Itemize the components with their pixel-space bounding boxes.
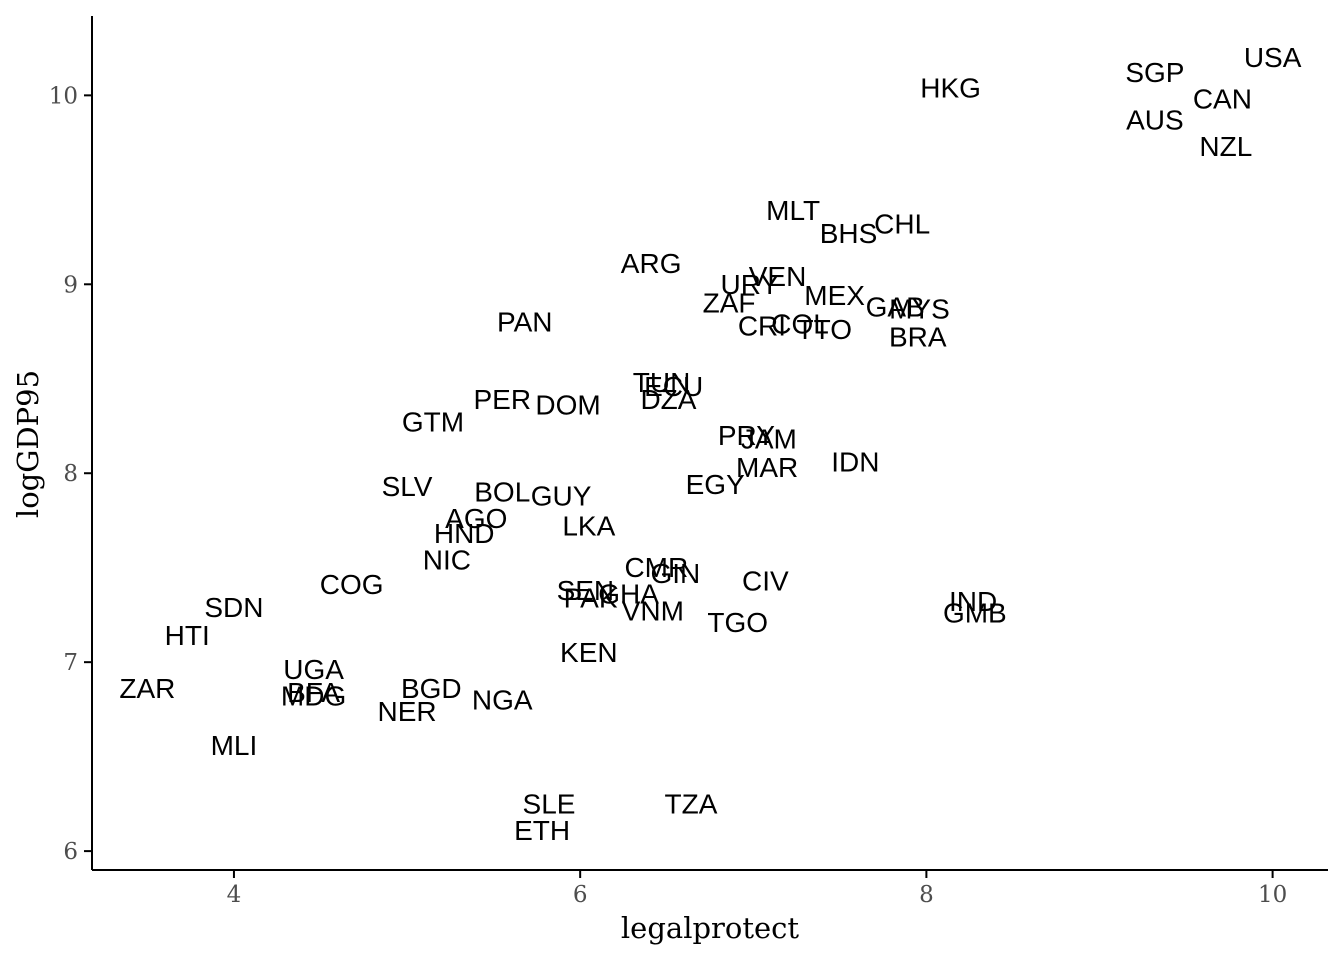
point-label-vnm: VNM: [622, 596, 684, 627]
point-label-hti: HTI: [165, 620, 210, 651]
point-label-uga: UGA: [283, 654, 344, 685]
point-label-per: PER: [473, 384, 531, 415]
point-label-ecu: ECU: [644, 371, 703, 402]
point-label-pry: PRY: [718, 420, 775, 451]
point-label-mli: MLI: [211, 730, 258, 761]
x-tick-label: 10: [1258, 882, 1287, 908]
y-axis-title: logGDP95: [11, 370, 45, 518]
point-label-cmr: CMR: [624, 552, 688, 583]
point-label-mdg: MDG: [281, 681, 346, 712]
point-label-sdn: SDN: [204, 592, 263, 623]
axes-layer: [91, 16, 1328, 871]
point-label-dza: DZA: [640, 384, 696, 415]
point-label-zaf: ZAF: [703, 288, 756, 319]
point-label-tgo: TGO: [707, 607, 768, 638]
point-label-mlt: MLT: [766, 195, 820, 226]
point-label-slv: SLV: [382, 471, 433, 502]
point-label-mex: MEX: [804, 280, 865, 311]
point-label-nic: NIC: [423, 545, 471, 576]
point-label-bgd: BGD: [401, 673, 462, 704]
point-label-pak: PAK: [564, 582, 618, 613]
point-label-gtm: GTM: [402, 407, 464, 438]
x-tick-label: 6: [573, 882, 588, 908]
y-tick-label: 10: [49, 83, 78, 109]
point-label-can: CAN: [1193, 84, 1252, 115]
point-label-mys: MYS: [889, 293, 950, 324]
point-label-tto: TTO: [797, 314, 852, 345]
point-label-cog: COG: [320, 569, 384, 600]
y-tick-label: 6: [63, 839, 78, 865]
point-label-sle: SLE: [523, 788, 576, 819]
point-label-usa: USA: [1244, 42, 1302, 73]
y-tick-label: 9: [63, 272, 78, 298]
point-label-hkg: HKG: [920, 72, 981, 103]
y-tick-label: 8: [63, 461, 78, 487]
x-tick-label: 8: [919, 882, 934, 908]
point-label-ury: URY: [721, 269, 780, 300]
point-label-tun: TUN: [633, 367, 691, 398]
point-label-bfa: BFA: [287, 677, 340, 708]
point-label-chl: CHL: [874, 208, 930, 239]
point-label-ago: AGO: [445, 503, 507, 534]
point-label-civ: CIV: [742, 565, 789, 596]
point-label-gab: GAB: [866, 291, 925, 322]
point-label-bhs: BHS: [820, 218, 878, 249]
point-label-col: COL: [771, 308, 829, 339]
point-label-tza: TZA: [665, 788, 718, 819]
y-ticks-layer: 6 7 8 9 10: [49, 83, 92, 865]
point-label-hnd: HND: [434, 518, 495, 549]
point-label-aus: AUS: [1126, 104, 1184, 135]
point-label-ken: KEN: [560, 637, 618, 668]
x-ticks-layer: 4 6 8 10: [227, 870, 1287, 908]
point-label-dom: DOM: [535, 390, 600, 421]
point-label-gin: GIN: [650, 558, 700, 589]
point-label-idn: IDN: [831, 446, 879, 477]
point-label-bra: BRA: [889, 322, 947, 353]
point-label-ven: VEN: [749, 261, 807, 292]
x-axis-title: legalprotect: [621, 911, 800, 945]
point-label-gmb: GMB: [943, 598, 1007, 629]
point-label-jam: JAM: [741, 424, 797, 455]
point-label-pan: PAN: [497, 307, 553, 338]
point-label-eth: ETH: [514, 815, 570, 846]
point-label-arg: ARG: [621, 248, 682, 279]
point-label-nzl: NZL: [1199, 131, 1252, 162]
y-tick-label: 7: [63, 650, 78, 676]
point-label-nga: NGA: [472, 684, 533, 715]
point-label-egy: EGY: [686, 469, 745, 500]
x-tick-label: 4: [227, 882, 242, 908]
point-label-sen: SEN: [557, 575, 615, 606]
point-label-gha: GHA: [598, 579, 659, 610]
point-label-guy: GUY: [531, 480, 592, 511]
point-label-zar: ZAR: [119, 673, 175, 704]
point-label-lka: LKA: [562, 511, 615, 542]
point-label-mar: MAR: [736, 452, 798, 483]
point-label-sgp: SGP: [1125, 57, 1184, 88]
point-label-cri: CRI: [738, 310, 786, 341]
point-label-ner: NER: [377, 696, 436, 727]
point-label-ind: IND: [949, 586, 997, 617]
point-label-bol: BOL: [474, 477, 530, 508]
